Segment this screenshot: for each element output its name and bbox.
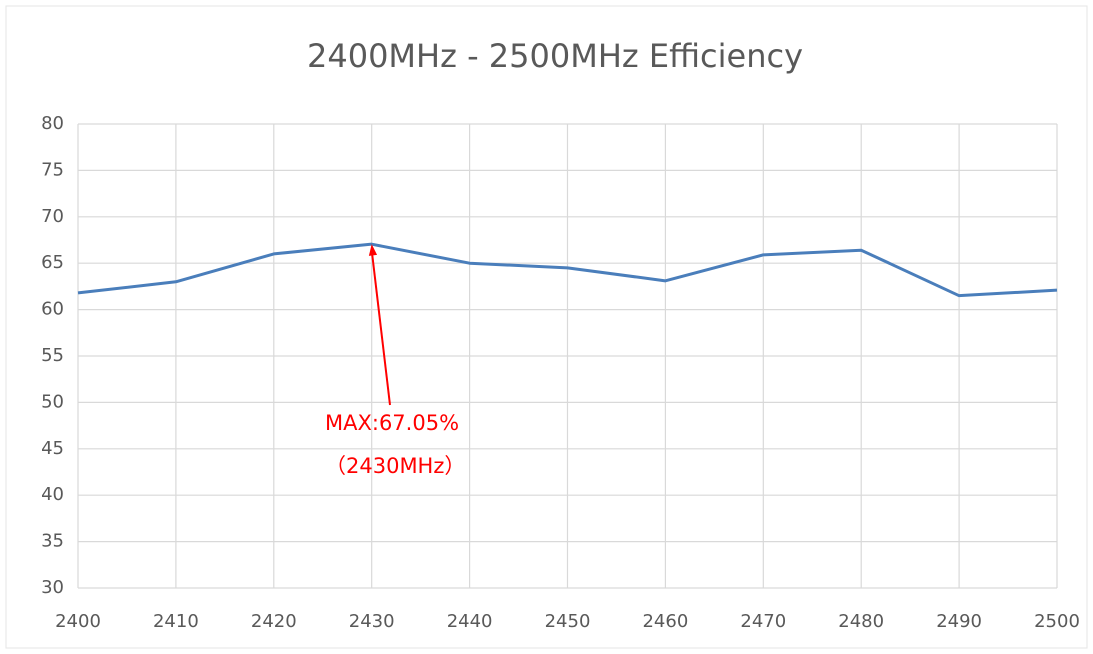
y-tick-label: 55 <box>41 345 64 366</box>
y-tick-label: 80 <box>41 113 64 134</box>
annotation-arrowhead <box>368 244 378 256</box>
y-tick-label: 65 <box>41 252 64 273</box>
x-tick-label: 2400 <box>55 611 101 632</box>
y-tick-label: 60 <box>41 299 64 320</box>
annotation-arrow <box>370 250 391 406</box>
x-tick-label: 2470 <box>740 611 786 632</box>
y-tick-label: 45 <box>41 438 64 459</box>
x-tick-label: 2490 <box>936 611 982 632</box>
y-tick-label: 70 <box>41 206 64 227</box>
x-tick-label: 2500 <box>1034 611 1080 632</box>
chart-frame <box>5 5 1088 649</box>
x-tick-label: 2450 <box>545 611 591 632</box>
marks <box>77 242 1058 298</box>
annotation: MAX:67.05% <box>325 411 459 435</box>
annotation: （2430MHz） <box>325 454 465 478</box>
y-tick-label: 35 <box>41 531 64 552</box>
x-tick-label: 2410 <box>153 611 199 632</box>
chart-title: 2400MHz - 2500MHz Efficiency <box>307 37 803 75</box>
data-line <box>77 242 1058 298</box>
y-tick-label: 50 <box>41 391 64 412</box>
x-tick-label: 2480 <box>838 611 884 632</box>
y-tick-label: 75 <box>41 159 64 180</box>
x-tick-label: 2460 <box>642 611 688 632</box>
y-tick-label: 40 <box>41 484 64 505</box>
x-tick-label: 2440 <box>447 611 493 632</box>
x-tick-label: 2420 <box>251 611 297 632</box>
grid <box>77 123 1058 589</box>
x-tick-label: 2430 <box>349 611 395 632</box>
y-tick-label: 30 <box>41 577 64 598</box>
